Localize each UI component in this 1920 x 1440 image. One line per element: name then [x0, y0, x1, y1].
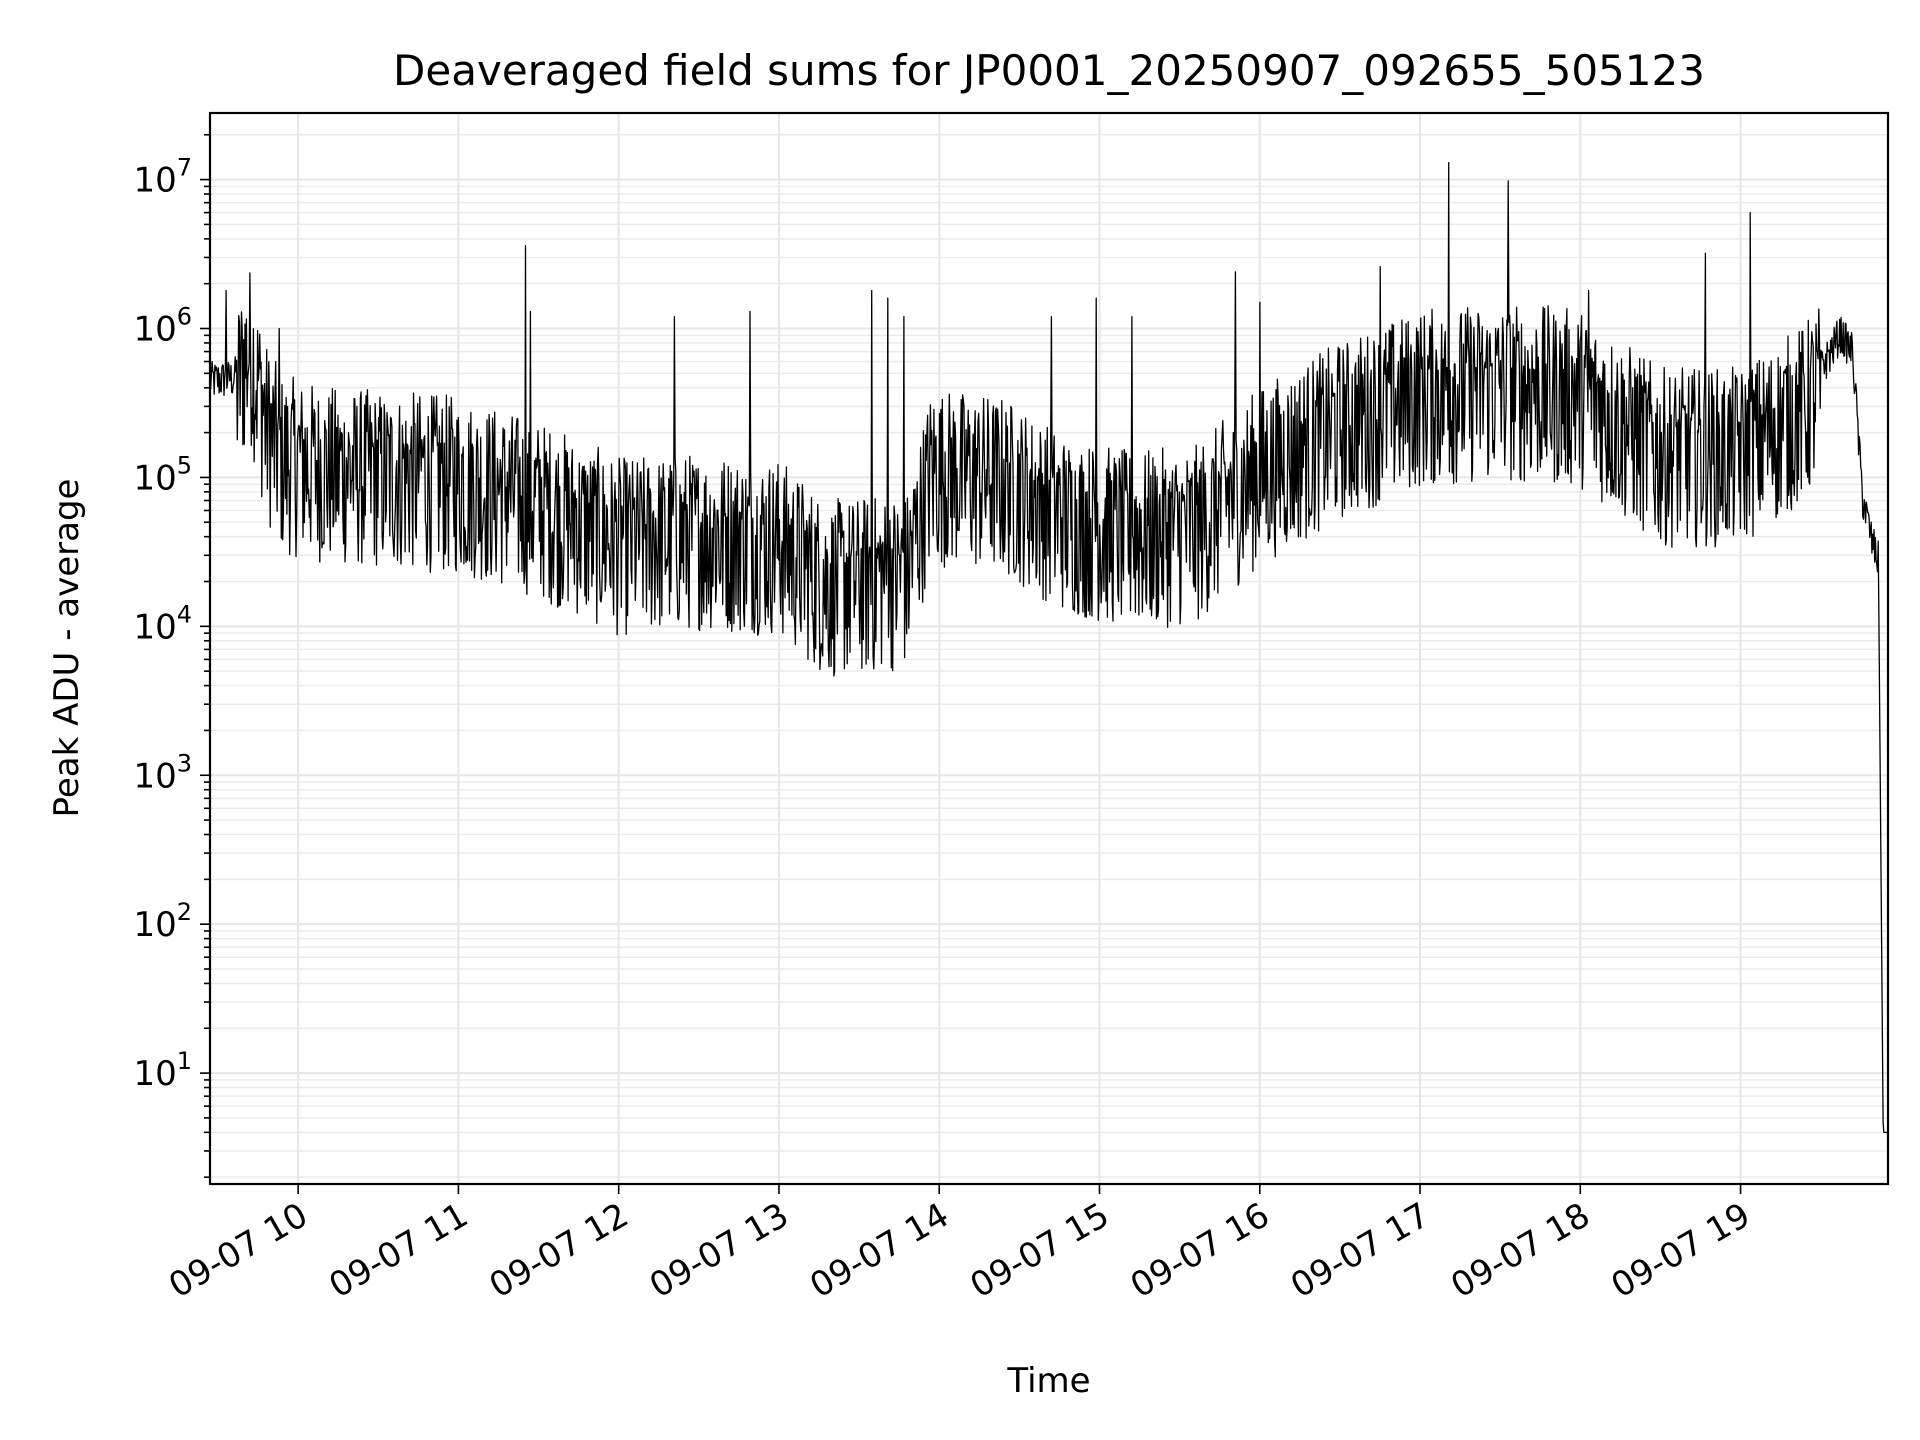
x-axis: 09-07 10 09-07 11 09-07 12 09-07 13 09-07 14… [162, 1184, 1757, 1306]
y-axis: 101 102 103 104 105 106 107 [133, 133, 210, 1178]
y-tick-label: 105 [133, 451, 192, 498]
x-tick-label: 09-07 14 [803, 1195, 955, 1306]
y-tick-label: 107 [133, 154, 192, 201]
x-tick-label: 09-07 13 [643, 1195, 795, 1306]
y-axis-label: Peak ADU - average [47, 479, 87, 818]
chart-title: Deaveraged field sums for JP0001_2025090… [393, 46, 1705, 95]
x-tick-label: 09-07 15 [964, 1195, 1116, 1306]
series-line [209, 161, 1888, 1134]
series-layer [209, 161, 1888, 1134]
y-tick-label: 102 [133, 898, 192, 945]
x-tick-label: 09-07 19 [1605, 1195, 1757, 1306]
grid [210, 113, 1888, 1184]
y-tick-label: 103 [133, 749, 192, 796]
x-tick-label: 09-07 17 [1284, 1195, 1436, 1306]
x-tick-label: 09-07 16 [1124, 1195, 1276, 1306]
x-tick-label: 09-07 11 [323, 1195, 475, 1306]
x-axis-label: Time [1006, 1361, 1090, 1401]
x-tick-label: 09-07 18 [1444, 1195, 1596, 1306]
x-tick-label: 09-07 12 [483, 1195, 635, 1306]
y-tick-label: 101 [133, 1047, 192, 1094]
y-tick-label: 106 [133, 303, 192, 350]
y-tick-label: 104 [133, 600, 192, 647]
x-tick-label: 09-07 10 [162, 1195, 314, 1306]
plot-frame [208, 111, 1890, 1186]
